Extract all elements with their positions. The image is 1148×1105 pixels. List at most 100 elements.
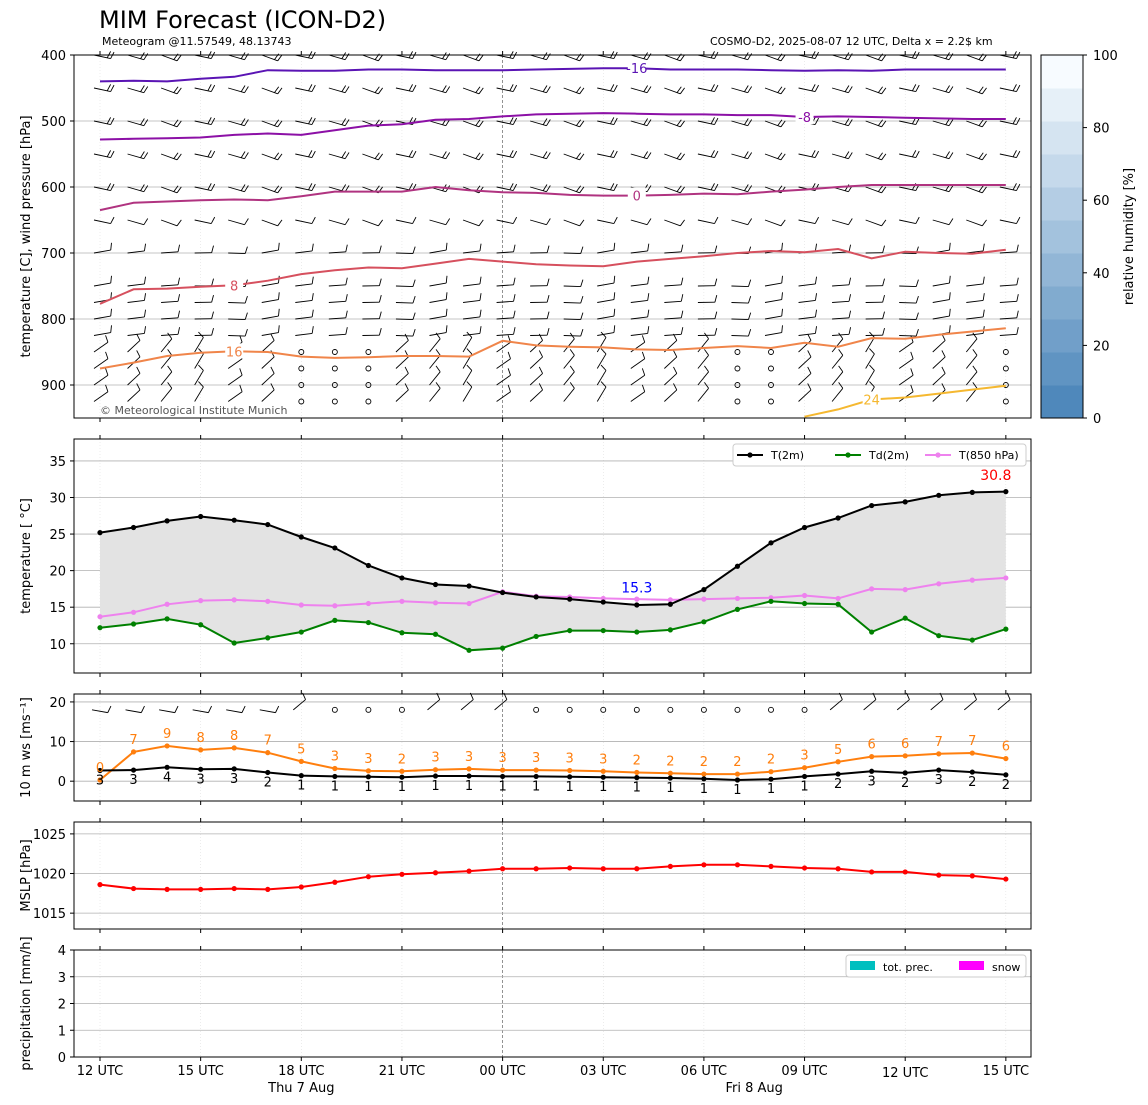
barb-flag <box>647 326 650 334</box>
barb-flag <box>972 365 978 373</box>
barb-flag <box>714 84 719 92</box>
barb-staff <box>228 120 245 127</box>
gust-value-label: 2 <box>700 755 708 770</box>
wind-barb <box>999 310 1019 320</box>
isotherm-label: -16 <box>626 62 647 77</box>
series-mean-wind-point <box>600 774 606 780</box>
wind-barb <box>530 184 551 193</box>
barb-flag <box>978 152 984 159</box>
barb-flag <box>546 152 551 159</box>
barb-staff <box>160 388 173 402</box>
barb-staff <box>496 54 514 59</box>
barb-flag <box>278 292 280 300</box>
barb-flag <box>945 151 950 158</box>
barb-staff <box>798 87 816 92</box>
model-run-subtitle: COSMO-D2, 2025-08-07 12 UTC, Delta x = 2… <box>710 35 993 48</box>
barb-staff <box>295 87 313 92</box>
barb-staff <box>429 249 447 254</box>
legend-entry: T(2m) <box>770 449 804 462</box>
barb-staff <box>899 335 917 337</box>
wind-barb <box>664 294 684 303</box>
isotherm-label: -8 <box>798 111 811 126</box>
series-t850hpa-point <box>298 602 304 608</box>
barb-flag <box>848 152 853 159</box>
wind-barb <box>462 348 473 369</box>
barb-staff <box>328 284 346 287</box>
series-mslp-point <box>399 871 405 877</box>
wind-barb <box>863 692 877 711</box>
barb-staff <box>228 302 246 304</box>
barb-staff <box>462 283 480 287</box>
barb-staff <box>194 186 212 191</box>
wind-barb <box>865 328 885 336</box>
barb-staff <box>999 219 1017 224</box>
calm-wind-circle <box>298 382 305 388</box>
barb-flag <box>475 119 481 126</box>
barb-flag <box>982 276 985 284</box>
barb-staff <box>932 219 950 226</box>
barb-staff <box>192 709 209 714</box>
barb-flag <box>274 185 280 192</box>
wind-barb <box>295 183 316 191</box>
barb-staff <box>261 186 278 194</box>
barb-flag <box>647 276 650 284</box>
series-t850hpa-point <box>936 581 942 587</box>
barb-staff <box>932 299 950 303</box>
barb-flag <box>807 333 812 341</box>
calm-wind-circle <box>801 706 808 713</box>
barb-staff <box>429 282 447 287</box>
gust-value-label: 7 <box>935 735 943 750</box>
barb-staff <box>194 153 212 158</box>
wind-barb <box>597 183 618 191</box>
barb-staff <box>295 250 313 254</box>
barb-flag <box>748 279 752 287</box>
barb-staff <box>932 340 946 353</box>
barb-flag <box>207 117 212 125</box>
barb-staff <box>966 283 984 287</box>
wind-barb <box>261 333 275 353</box>
wind-barb <box>563 185 585 194</box>
series-gusts-point <box>869 754 875 760</box>
barb-flag <box>710 84 715 92</box>
isotherm-line <box>99 247 1006 305</box>
wind-barb <box>865 311 885 320</box>
barb-flag <box>569 349 575 356</box>
barb-staff <box>966 54 983 62</box>
wind-barb <box>798 366 812 386</box>
barb-staff <box>160 371 173 386</box>
barb-staff <box>863 699 877 711</box>
barb-flag <box>143 53 149 60</box>
barb-flag <box>877 86 883 93</box>
barb-flag <box>680 327 684 335</box>
barb-staff <box>831 219 849 226</box>
wind-barb <box>865 295 885 303</box>
barb-flag <box>941 350 946 358</box>
colorbar-tick-label: 40 <box>1093 267 1110 282</box>
series-mean-wind-point <box>198 766 204 772</box>
barb-flag <box>576 53 582 60</box>
wind-barb <box>462 86 484 95</box>
wind-barb <box>664 185 685 194</box>
wind-barb <box>93 335 109 353</box>
barb-flag <box>176 120 182 128</box>
barb-staff <box>798 316 816 320</box>
time-tick-label: 06 UTC <box>681 1064 727 1079</box>
wind-barb <box>630 276 650 287</box>
wind-barb <box>228 246 248 255</box>
series-mslp-point <box>231 885 237 892</box>
barb-staff <box>462 54 480 62</box>
barb-flag <box>613 275 616 284</box>
barb-flag <box>679 186 685 194</box>
barb-flag <box>1016 277 1019 285</box>
wind-barb <box>965 365 978 386</box>
wind-barb <box>831 382 844 402</box>
barb-flag <box>412 84 417 92</box>
barb-flag <box>680 310 684 318</box>
barb-staff <box>127 250 145 254</box>
barb-flag <box>714 278 718 286</box>
barb-flag <box>210 216 216 224</box>
wind-barb <box>194 364 204 386</box>
wind-barb <box>496 216 518 224</box>
barb-staff <box>731 335 749 337</box>
barb-staff <box>530 153 547 160</box>
